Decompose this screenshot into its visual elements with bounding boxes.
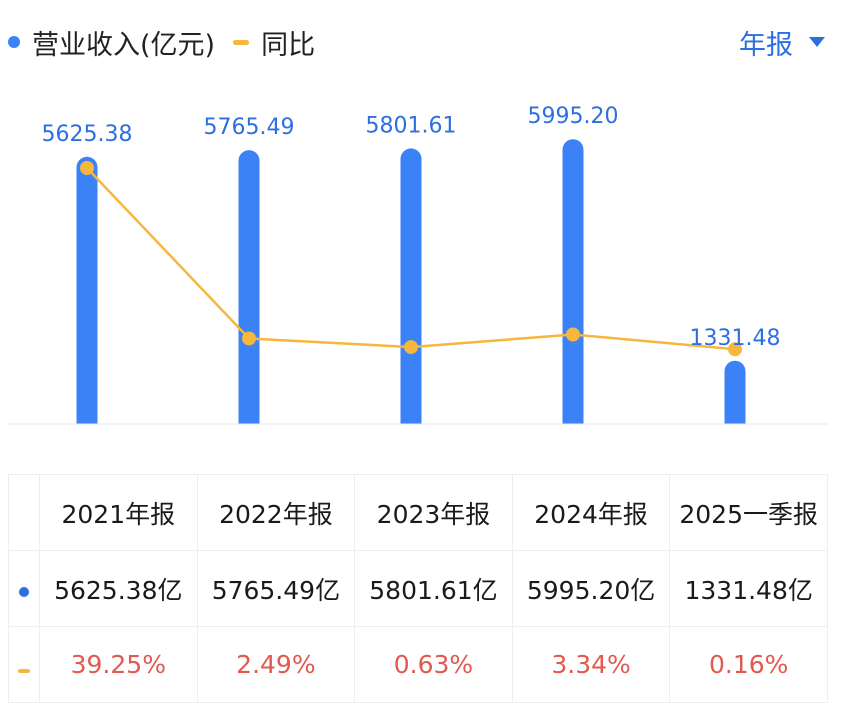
table-row-revenue: 5625.38亿 5765.49亿 5801.61亿 5995.20亿 1331… <box>8 550 828 627</box>
header-cell: 2022年报 <box>196 474 356 551</box>
header-cell: 2024年报 <box>511 474 671 551</box>
revenue-cell: 5765.49亿 <box>196 550 356 627</box>
revenue-bar-label: 5765.49 <box>204 115 295 140</box>
header-cell: 2021年报 <box>39 474 198 551</box>
revenue-cell: 5995.20亿 <box>511 550 671 627</box>
revenue-dot-icon <box>19 587 29 597</box>
chart-legend: 营业收入(亿元) 同比 <box>8 22 315 62</box>
table-row-yoy: 39.25% 2.49% 0.63% 3.34% 0.16% <box>8 626 828 703</box>
yoy-legend-dash-icon <box>233 39 250 45</box>
revenue-bar-label: 1331.48 <box>690 326 781 351</box>
revenue-bar <box>238 150 260 424</box>
revenue-bar <box>724 360 746 424</box>
revenue-bar <box>562 139 584 424</box>
revenue-cell: 5625.38亿 <box>39 550 198 627</box>
period-selector-label: 年报 <box>739 29 793 61</box>
yoy-cell: 0.16% <box>669 626 828 703</box>
yoy-point <box>80 161 94 175</box>
yoy-point <box>728 342 742 357</box>
yoy-legend-label: 同比 <box>261 29 316 61</box>
yoy-point <box>242 331 256 346</box>
revenue-bar-label: 5995.20 <box>528 104 619 129</box>
yoy-point <box>404 340 418 355</box>
financial-table: 2021年报 2022年报 2023年报 2024年报 2025一季报 5625… <box>8 474 828 703</box>
yoy-cell: 3.34% <box>511 626 671 703</box>
caret-down-icon <box>809 37 825 47</box>
yoy-cell: 2.49% <box>196 626 356 703</box>
revenue-row-icon-cell <box>8 550 40 627</box>
header-cell: 2023年报 <box>354 474 513 551</box>
yoy-cell: 39.25% <box>39 626 198 703</box>
revenue-legend-label: 营业收入(亿元) <box>32 29 216 61</box>
table-header-row: 2021年报 2022年报 2023年报 2024年报 2025一季报 <box>8 474 828 551</box>
revenue-legend-dot-icon <box>8 36 20 48</box>
yoy-dash-icon <box>18 669 30 673</box>
header-cell: 2025一季报 <box>669 474 828 551</box>
revenue-cell: 5801.61亿 <box>354 550 513 627</box>
yoy-cell: 0.63% <box>354 626 513 703</box>
revenue-bar <box>400 148 422 424</box>
revenue-cell: 1331.48亿 <box>669 550 828 627</box>
revenue-chart: 5625.38 5765.49 5801.61 5995.20 1331.48 <box>8 104 828 425</box>
revenue-bar-label: 5625.38 <box>42 122 133 147</box>
revenue-bar <box>76 156 98 424</box>
period-selector[interactable]: 年报 <box>739 22 825 62</box>
yoy-point <box>566 327 580 342</box>
revenue-bar-label: 5801.61 <box>366 113 457 138</box>
header-icon-cell <box>8 474 40 551</box>
yoy-row-icon-cell <box>8 626 40 703</box>
